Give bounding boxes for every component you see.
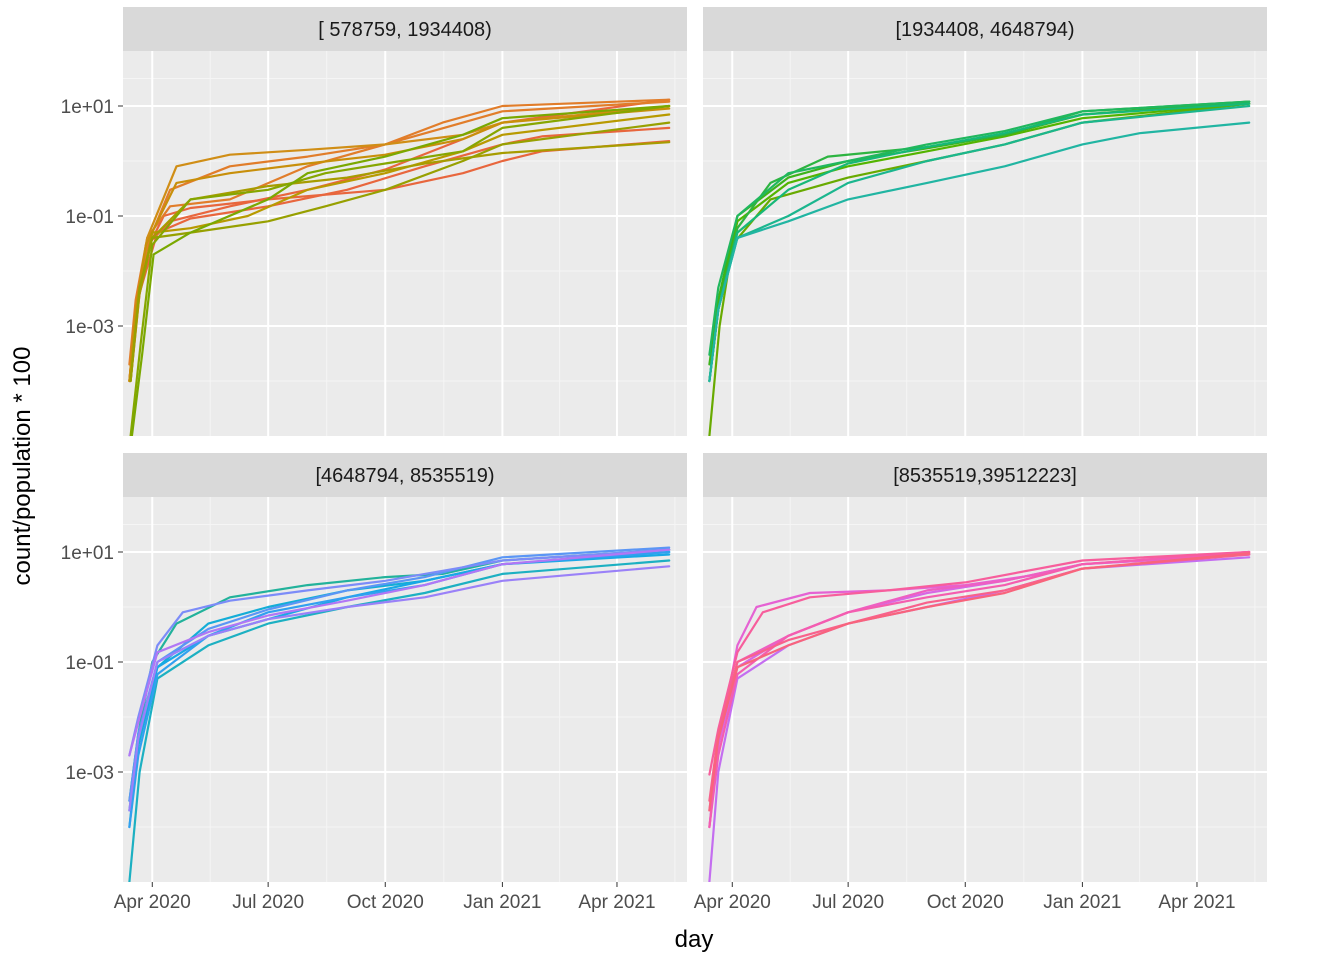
panels-layer: [ 578759, 1934408) [1934408, 4648794) [464…: [123, 7, 1267, 882]
facet-strip-label: [ 578759, 1934408): [318, 19, 492, 41]
series-line-4648794-8535519-7: [128, 548, 671, 757]
series-line-4648794-8535519-9: [128, 548, 671, 757]
x-axis-title: day: [675, 926, 714, 953]
panel-background: [703, 51, 1267, 436]
x-tick-label: Apr 2021: [578, 892, 655, 913]
axes-layer: 1e-03 1e-01 1e+01 1e-03 1e-01 1e+01 Apr 2020 Ju…: [61, 97, 1236, 913]
y-tick-label: 1e-01: [65, 207, 114, 228]
facet-strip: [123, 7, 687, 51]
series-line-578759-1934408-12: [130, 104, 671, 436]
series-line-4648794-8535519-8: [128, 565, 671, 812]
panel-background: [123, 497, 687, 882]
series-line-8535519-39512223-6: [708, 550, 1251, 776]
y-tick-label: 1e+01: [61, 543, 114, 564]
series-line-8535519-39512223-5: [708, 550, 1251, 829]
series-line-578759-1934408-9: [129, 141, 671, 383]
facet-strip: [703, 453, 1267, 497]
y-tick-label: 1e-01: [65, 653, 114, 674]
y-axis-title: count/population * 100: [9, 347, 36, 586]
series-line-8535519-39512223-8: [708, 552, 1251, 812]
y-tick-label: 1e-03: [65, 763, 114, 784]
facet-strip-label: [4648794, 8535519): [315, 465, 494, 487]
series-line-1934408-4648794-5: [708, 100, 1251, 356]
facet-strip-label: [1934408, 4648794): [895, 19, 1074, 41]
x-tick-label: Apr 2021: [1158, 892, 1235, 913]
series-group: [128, 98, 671, 436]
x-tick-label: Jan 2021: [1043, 892, 1121, 913]
facet-strip: [703, 7, 1267, 51]
facet-strip-label: [8535519,39512223]: [893, 465, 1077, 487]
facet-panel-4: [8535519,39512223]: [703, 453, 1267, 882]
series-line-578759-1934408-7: [128, 107, 671, 383]
series-line-1934408-4648794-8: [708, 121, 1251, 383]
x-tick-label: Apr 2020: [114, 892, 191, 913]
series-group: [708, 100, 1251, 436]
series-line-578759-1934408-3: [129, 126, 671, 383]
facet-strip: [123, 453, 687, 497]
x-tick-label: Oct 2020: [927, 892, 1004, 913]
series-group: [708, 550, 1251, 882]
x-tick-label: Jan 2021: [463, 892, 541, 913]
x-tick-label: Jul 2020: [232, 892, 304, 913]
y-tick-label: 1e-03: [65, 317, 114, 338]
series-line-578759-1934408-10: [129, 121, 671, 383]
x-tick-label: Jul 2020: [812, 892, 884, 913]
series-line-4648794-8535519-2: [128, 559, 671, 882]
x-tick-label: Apr 2020: [694, 892, 771, 913]
series-group: [128, 546, 671, 882]
facet-panel-2: [1934408, 4648794): [703, 7, 1267, 436]
facet-panel-1: [ 578759, 1934408): [123, 7, 687, 436]
facet-panel-3: [4648794, 8535519): [123, 453, 687, 882]
y-tick-label: 1e+01: [61, 97, 114, 118]
x-tick-label: Oct 2020: [347, 892, 424, 913]
